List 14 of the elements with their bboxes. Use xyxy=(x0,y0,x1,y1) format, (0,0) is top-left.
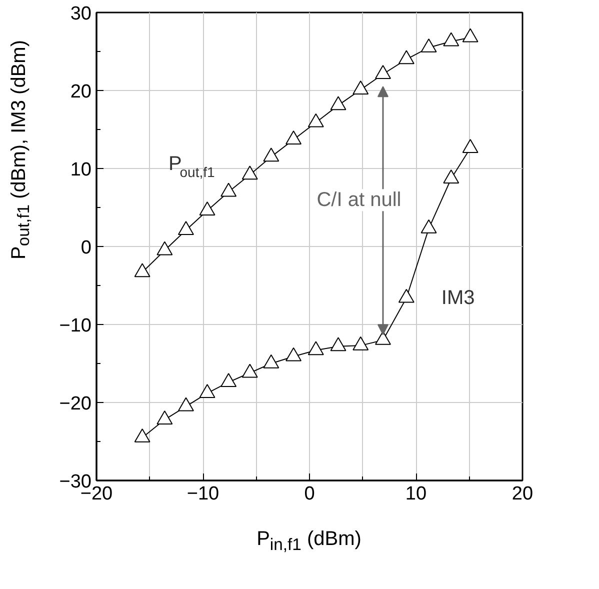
x-tick-label: −10 xyxy=(186,484,220,504)
x-axis-title: P$_{in,f1}$ (dBm) xyxy=(256,527,362,556)
y-tick-label: 30 xyxy=(70,4,92,24)
y-tick-label: −30 xyxy=(59,472,92,492)
y-tick-label: 10 xyxy=(70,160,92,180)
x-tick-label: 20 xyxy=(512,484,534,504)
x-tick-label: 0 xyxy=(304,484,315,504)
y-tick-label: 20 xyxy=(70,82,92,102)
y-tick-label: 0 xyxy=(80,238,92,258)
y-tick-label: −20 xyxy=(59,394,92,414)
series-label: IM3 xyxy=(441,286,475,309)
y-tick-label: −10 xyxy=(59,316,92,336)
x-tick-label: 10 xyxy=(405,484,427,504)
annotation: C/I at null xyxy=(316,189,402,212)
